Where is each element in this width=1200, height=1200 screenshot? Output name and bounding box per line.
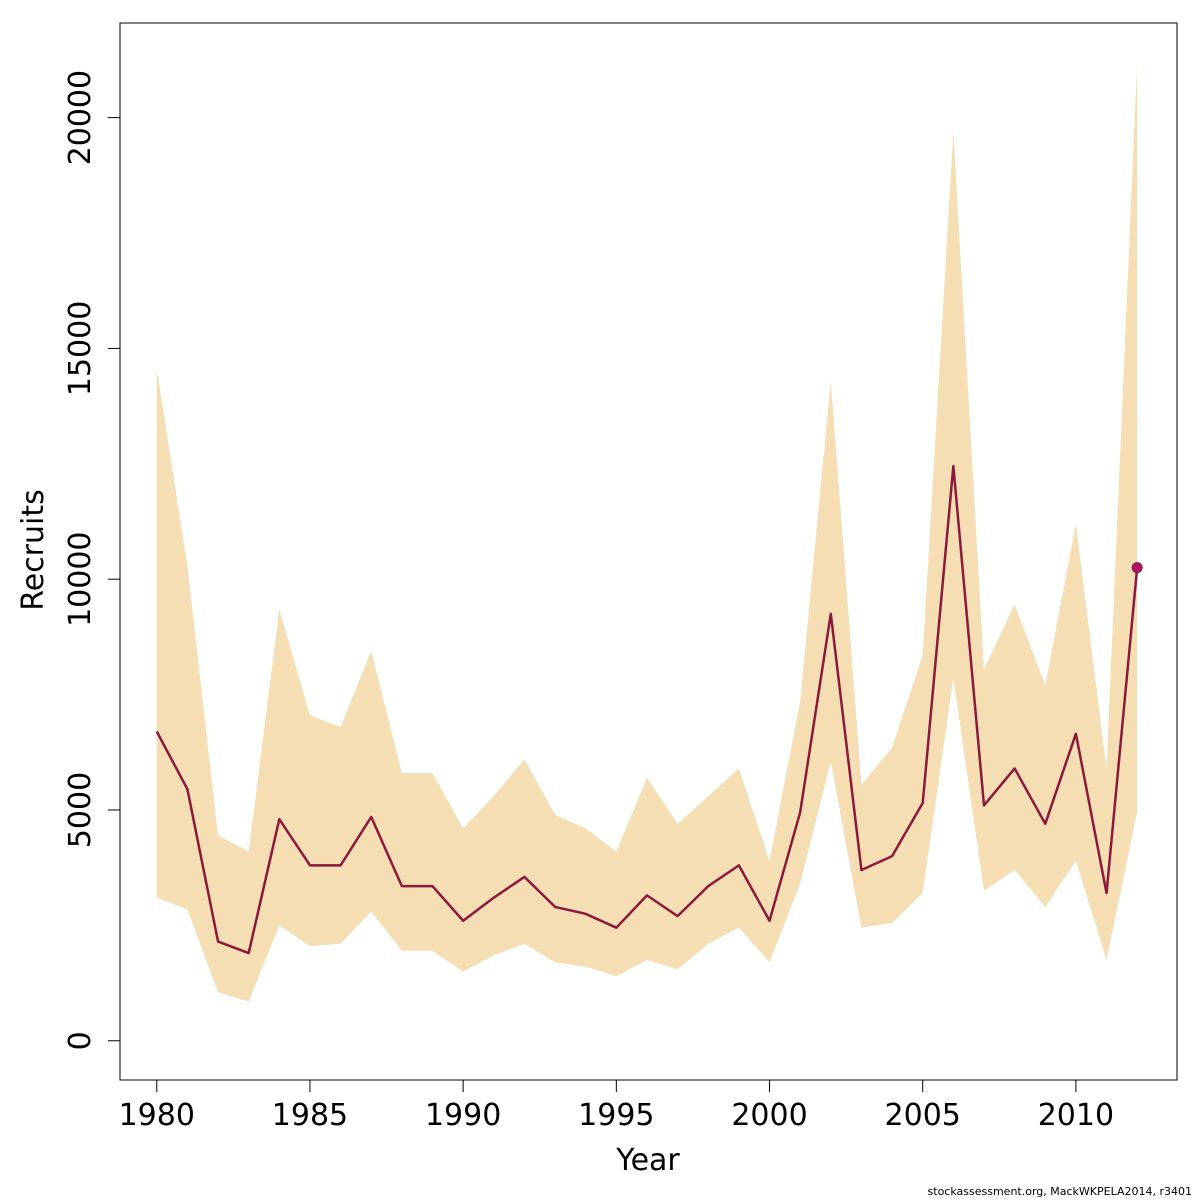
x-axis-title: Year [615, 1143, 680, 1178]
x-axis: 1980 1985 1990 1995 2000 2005 2010 [119, 1079, 1114, 1133]
y-axis-title: Recruits [16, 489, 51, 611]
confidence-band [156, 62, 1138, 1002]
y-tick-label: 0 [63, 1031, 98, 1050]
x-tick-label: 1985 [272, 1098, 348, 1133]
x-tick-label: 2010 [1038, 1098, 1114, 1133]
x-tick-label: 1995 [578, 1098, 654, 1133]
recruits-line-layer [155, 464, 1143, 955]
x-tick-label: 1990 [425, 1098, 501, 1133]
x-tick-label: 2000 [731, 1098, 807, 1133]
y-axis: 0 5000 10000 15000 20000 [63, 70, 121, 1050]
x-tick-label: 2005 [885, 1098, 961, 1133]
x-tick-label: 1980 [119, 1098, 195, 1133]
y-tick-label: 5000 [63, 772, 98, 848]
confidence-band-layer [156, 62, 1138, 1002]
y-tick-label: 10000 [63, 531, 98, 626]
recruits-series-line [155, 464, 1139, 955]
y-tick-label: 20000 [63, 70, 98, 165]
y-tick-label: 15000 [63, 301, 98, 396]
highlight-point [1131, 562, 1143, 574]
source-footer: stockassessment.org, MackWKPELA2014, r34… [927, 1185, 1192, 1198]
